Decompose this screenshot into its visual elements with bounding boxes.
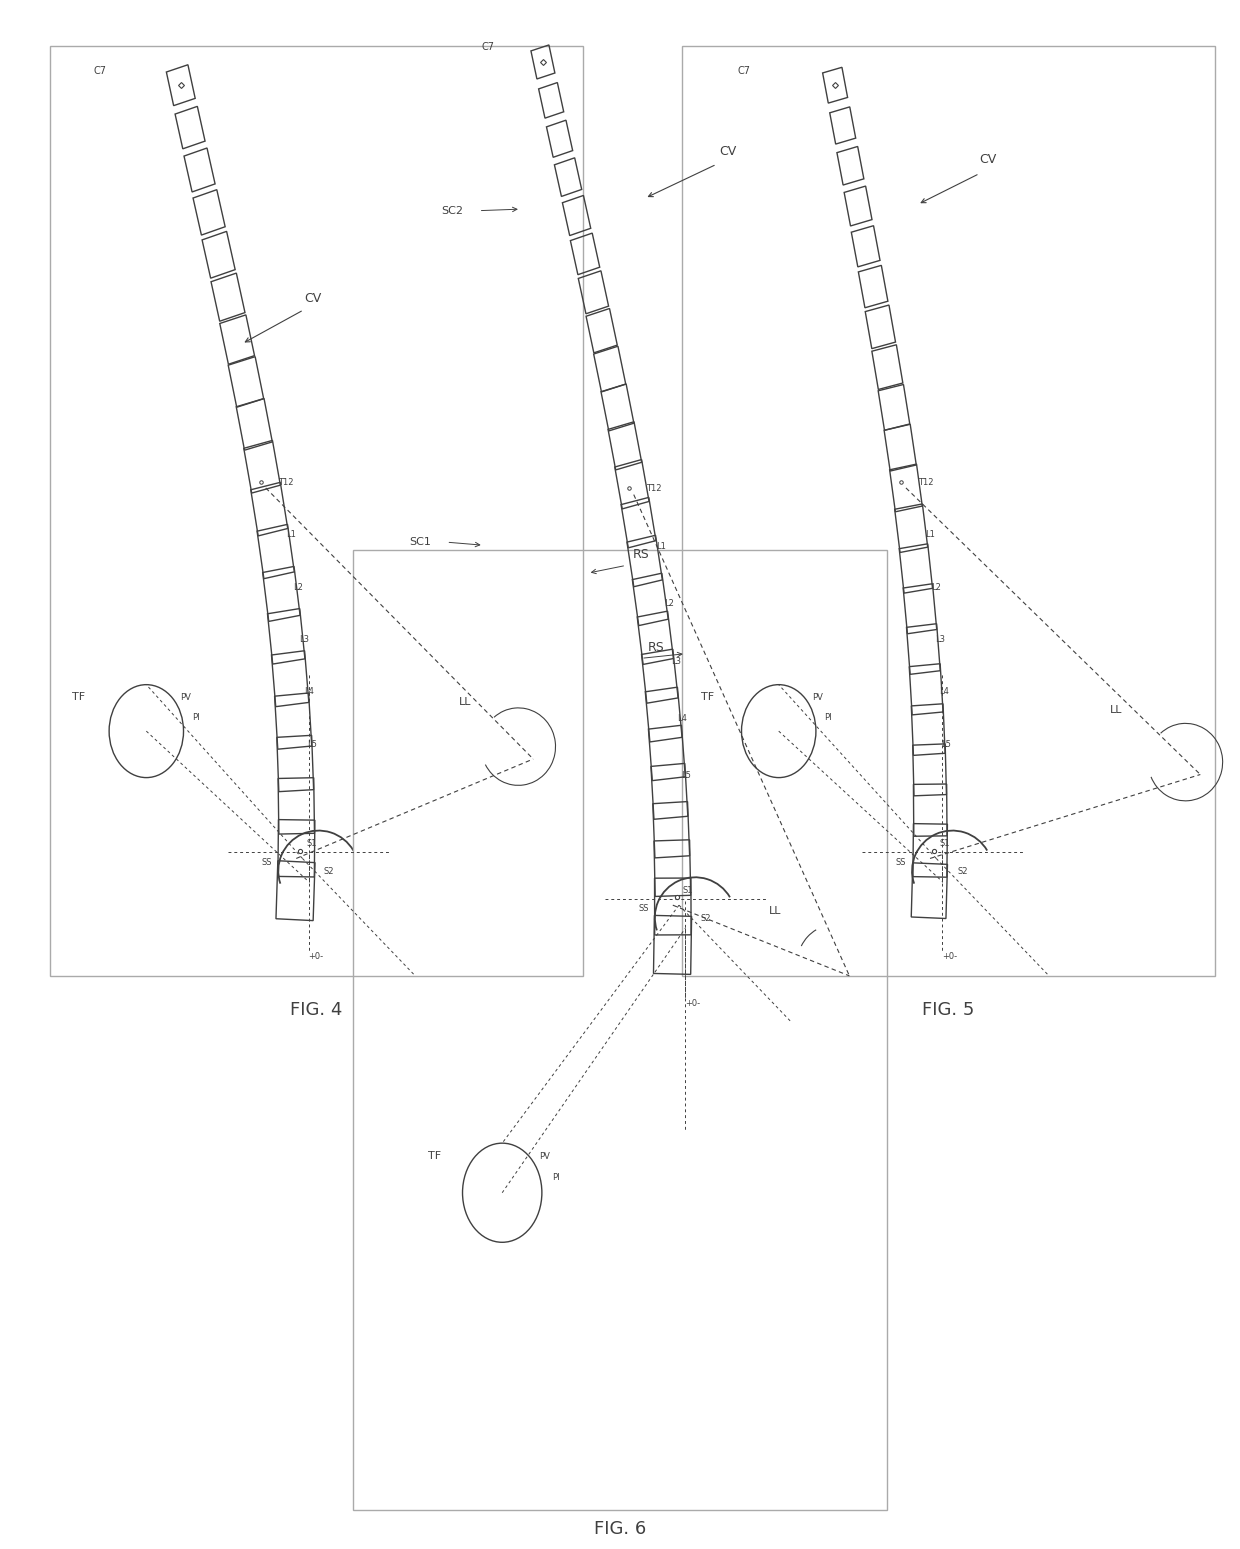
Text: TF: TF bbox=[428, 1151, 441, 1160]
Text: S2: S2 bbox=[324, 867, 334, 875]
Text: L3: L3 bbox=[935, 635, 945, 644]
Text: PV: PV bbox=[812, 692, 823, 702]
Text: TF: TF bbox=[72, 692, 86, 702]
Text: L2: L2 bbox=[931, 582, 941, 592]
Text: S1: S1 bbox=[940, 840, 951, 847]
Text: L3: L3 bbox=[671, 657, 681, 666]
Text: S2: S2 bbox=[957, 867, 968, 875]
Bar bbox=[353, 550, 887, 1510]
Text: S2: S2 bbox=[701, 914, 711, 923]
Text: L3: L3 bbox=[300, 635, 310, 644]
Text: +0-: +0- bbox=[309, 953, 324, 960]
Text: L4: L4 bbox=[304, 688, 314, 696]
Text: FIG. 5: FIG. 5 bbox=[923, 1001, 975, 1019]
Bar bbox=[50, 46, 583, 976]
Text: S1: S1 bbox=[306, 840, 316, 847]
Text: L5: L5 bbox=[308, 739, 317, 748]
Text: PV: PV bbox=[180, 692, 191, 702]
Text: SC1: SC1 bbox=[409, 538, 432, 547]
Text: C7: C7 bbox=[481, 42, 494, 51]
Text: L1: L1 bbox=[925, 530, 935, 539]
Text: SC2: SC2 bbox=[441, 206, 464, 215]
Text: L5: L5 bbox=[681, 771, 691, 781]
Text: SS: SS bbox=[895, 858, 906, 866]
Text: T12: T12 bbox=[919, 477, 934, 486]
Text: CV: CV bbox=[719, 146, 737, 158]
Text: L5: L5 bbox=[941, 739, 951, 748]
Text: T12: T12 bbox=[646, 485, 662, 494]
Text: CV: CV bbox=[304, 293, 321, 305]
Text: +0-: +0- bbox=[686, 999, 701, 1008]
Text: C7: C7 bbox=[738, 67, 750, 76]
Text: PV: PV bbox=[539, 1151, 551, 1160]
Bar bbox=[682, 46, 1215, 976]
Text: L1: L1 bbox=[286, 530, 296, 539]
Text: SS: SS bbox=[639, 905, 649, 914]
Text: PI: PI bbox=[552, 1173, 559, 1182]
Text: CV: CV bbox=[980, 153, 997, 166]
Text: L2: L2 bbox=[294, 582, 304, 592]
Text: FIG. 6: FIG. 6 bbox=[594, 1520, 646, 1538]
Text: C7: C7 bbox=[93, 67, 105, 76]
Text: S1: S1 bbox=[683, 886, 693, 895]
Text: RS: RS bbox=[632, 548, 650, 561]
Text: L2: L2 bbox=[665, 599, 673, 609]
Text: L1: L1 bbox=[656, 542, 666, 551]
Text: L4: L4 bbox=[677, 714, 687, 723]
Text: L4: L4 bbox=[939, 688, 949, 696]
Text: PI: PI bbox=[825, 713, 832, 722]
Text: SS: SS bbox=[262, 858, 272, 866]
Text: LL: LL bbox=[459, 697, 471, 706]
Text: LL: LL bbox=[1110, 705, 1122, 714]
Text: +0-: +0- bbox=[942, 953, 957, 960]
Text: FIG. 4: FIG. 4 bbox=[290, 1001, 342, 1019]
Text: PI: PI bbox=[192, 713, 200, 722]
Text: TF: TF bbox=[701, 692, 714, 702]
Text: RS: RS bbox=[647, 641, 665, 654]
Text: LL: LL bbox=[769, 906, 781, 915]
Text: T12: T12 bbox=[278, 477, 294, 486]
